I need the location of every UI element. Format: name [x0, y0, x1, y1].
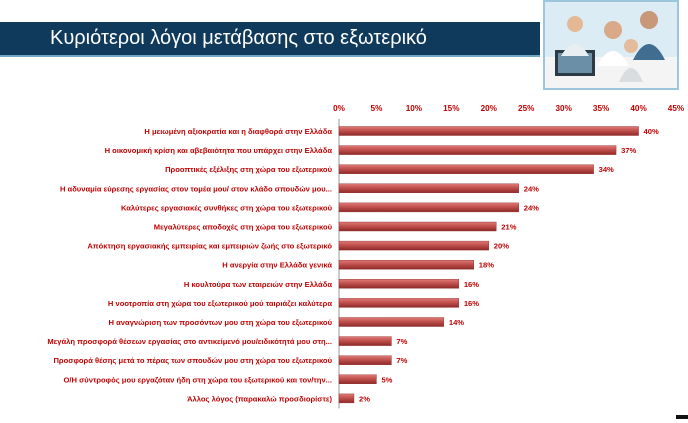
category-label: Προοπτικές εξέλιξης στη χώρα του εξωτερι… — [165, 165, 332, 174]
value-label: 21% — [501, 223, 516, 232]
x-tick-label: 0% — [333, 104, 346, 113]
bar — [338, 279, 460, 289]
bar — [338, 393, 355, 404]
banner-accent-line — [0, 55, 540, 57]
value-label: 40% — [644, 127, 659, 136]
bar — [338, 164, 594, 174]
value-label: 7% — [396, 356, 407, 365]
x-tick-label: 20% — [481, 104, 498, 113]
x-tick-label: 45% — [668, 104, 685, 113]
x-tick-label: 10% — [406, 104, 423, 113]
value-label: 37% — [621, 146, 636, 155]
bar — [338, 317, 445, 327]
category-label: Η αδυναμία εύρεσης εργασίας στον τομέα μ… — [60, 184, 332, 193]
slide-corner-mark — [676, 415, 688, 419]
value-label: 14% — [449, 318, 464, 327]
category-label: Η οικονομική κρίση και αβεβαιότητα που υ… — [105, 146, 333, 155]
bar — [338, 221, 497, 232]
category-label: Ο/Η σύντροφός μου εργαζόταν ήδη στη χώρα… — [64, 375, 333, 384]
x-tick-label: 30% — [555, 104, 572, 113]
x-tick-label: 25% — [518, 104, 535, 113]
bar — [338, 298, 460, 308]
x-tick-label: 35% — [593, 104, 610, 113]
category-label: Η ανεργία στην Ελλάδα γενικά — [222, 261, 332, 270]
category-label: Μεγάλη προσφορά θέσεων εργασίας στο αντι… — [47, 337, 332, 346]
value-label: 5% — [381, 375, 392, 384]
bar — [338, 183, 519, 194]
x-tick-label: 5% — [371, 104, 384, 113]
bar — [338, 260, 475, 270]
title-banner: Κυριότεροι λόγοι μετάβασης στο εξωτερικό — [0, 22, 540, 55]
value-label: 34% — [599, 165, 614, 174]
x-tick-label: 40% — [630, 104, 647, 113]
bar — [338, 240, 489, 251]
value-label: 16% — [464, 280, 479, 289]
bar — [338, 336, 392, 346]
page-title: Κυριότεροι λόγοι μετάβασης στο εξωτερικό — [50, 27, 427, 49]
category-label: Απόκτηση εργασιακής εμπειρίας και εμπειρ… — [87, 242, 332, 251]
value-label: 24% — [524, 203, 539, 212]
value-label: 18% — [479, 261, 494, 270]
x-tick-label: 15% — [443, 104, 460, 113]
value-label: 20% — [494, 242, 509, 251]
people-at-computer-image — [545, 2, 677, 88]
value-label: 16% — [464, 299, 479, 308]
value-label: 2% — [359, 394, 370, 403]
category-label: Η αναγνώριση των προσόντων μου στη χώρα … — [109, 318, 333, 327]
category-label: Προσφορά θέσης μετά το πέρας των σπουδών… — [53, 356, 332, 365]
bar — [338, 355, 392, 365]
header-photo — [543, 0, 679, 90]
category-label: Η νοοτροπία στη χώρα του εξωτερικού μού … — [108, 299, 332, 308]
category-label: Άλλος λόγος (παρακαλώ προσδιορίστε) — [187, 394, 332, 403]
bar — [338, 202, 519, 213]
value-label: 24% — [524, 184, 539, 193]
bar — [338, 145, 617, 155]
category-label: Η μειωμένη αξιοκρατία και η διαφθορά στη… — [144, 127, 332, 136]
bar — [338, 126, 639, 136]
category-label: Η κουλτούρα των εταιρειών στην Ελλάδα — [184, 280, 332, 289]
bar — [338, 374, 377, 384]
category-label: Καλύτερες εργασιακές συνθήκες στη χώρα τ… — [121, 203, 333, 212]
value-label: 7% — [396, 337, 407, 346]
category-label: Μεγαλύτερες αποδοχές στη χώρα του εξωτερ… — [154, 223, 333, 232]
